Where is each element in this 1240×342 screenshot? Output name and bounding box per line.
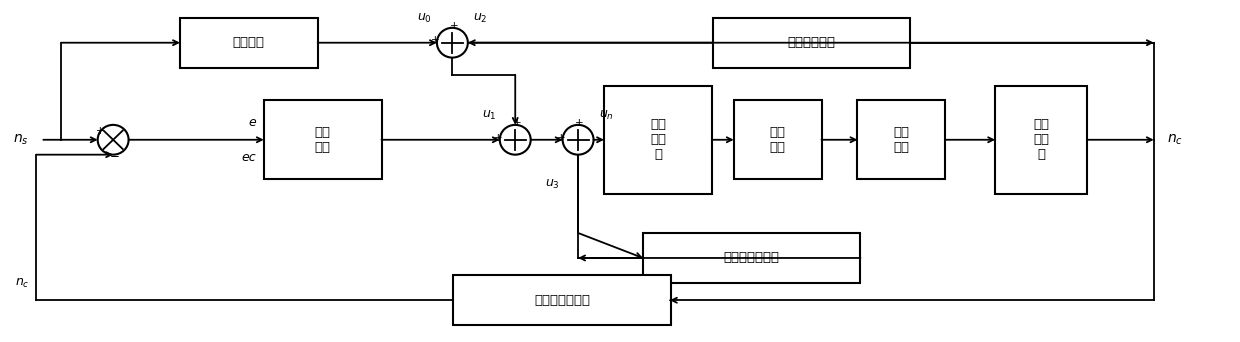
Text: $u_0$: $u_0$ bbox=[417, 12, 432, 25]
Text: $u_3$: $u_3$ bbox=[544, 178, 559, 191]
Circle shape bbox=[500, 125, 531, 155]
Text: $u_1$: $u_1$ bbox=[482, 109, 497, 122]
Text: 伺服
控制
器: 伺服 控制 器 bbox=[650, 118, 666, 161]
FancyBboxPatch shape bbox=[264, 100, 382, 179]
Text: +: + bbox=[97, 126, 104, 135]
Text: +: + bbox=[450, 21, 459, 31]
FancyBboxPatch shape bbox=[713, 18, 910, 68]
FancyBboxPatch shape bbox=[180, 18, 317, 68]
FancyBboxPatch shape bbox=[454, 275, 671, 325]
Text: $n_c$: $n_c$ bbox=[1167, 133, 1183, 147]
Text: 水液
压泵: 水液 压泵 bbox=[893, 126, 909, 154]
Text: $u_2$: $u_2$ bbox=[472, 12, 487, 25]
Circle shape bbox=[436, 28, 467, 57]
FancyBboxPatch shape bbox=[996, 86, 1087, 194]
FancyBboxPatch shape bbox=[644, 233, 861, 283]
Text: 伺服
电机: 伺服 电机 bbox=[770, 126, 786, 154]
Text: 输入前馈: 输入前馈 bbox=[233, 36, 265, 49]
FancyBboxPatch shape bbox=[604, 86, 712, 194]
Circle shape bbox=[98, 125, 129, 155]
Text: ec: ec bbox=[242, 150, 255, 163]
FancyBboxPatch shape bbox=[858, 100, 945, 179]
Circle shape bbox=[563, 125, 594, 155]
Text: 模糊
控制: 模糊 控制 bbox=[315, 126, 331, 154]
Text: $n_c$: $n_c$ bbox=[15, 276, 30, 289]
Text: +: + bbox=[494, 133, 502, 143]
Text: +: + bbox=[575, 118, 584, 128]
Text: 第二转速传感器: 第二转速传感器 bbox=[534, 294, 590, 307]
Text: $n_s$: $n_s$ bbox=[14, 133, 29, 147]
Text: +: + bbox=[557, 133, 565, 143]
Text: 第一转速传感器: 第一转速传感器 bbox=[724, 251, 780, 264]
Text: 容积效率反馈: 容积效率反馈 bbox=[787, 36, 836, 49]
Text: +: + bbox=[512, 118, 521, 128]
Text: $u_n$: $u_n$ bbox=[599, 109, 614, 122]
Text: e: e bbox=[248, 116, 255, 129]
FancyBboxPatch shape bbox=[734, 100, 822, 179]
Text: −: − bbox=[110, 150, 119, 163]
Text: +: + bbox=[432, 36, 440, 45]
Text: 水液
压马
达: 水液 压马 达 bbox=[1033, 118, 1049, 161]
